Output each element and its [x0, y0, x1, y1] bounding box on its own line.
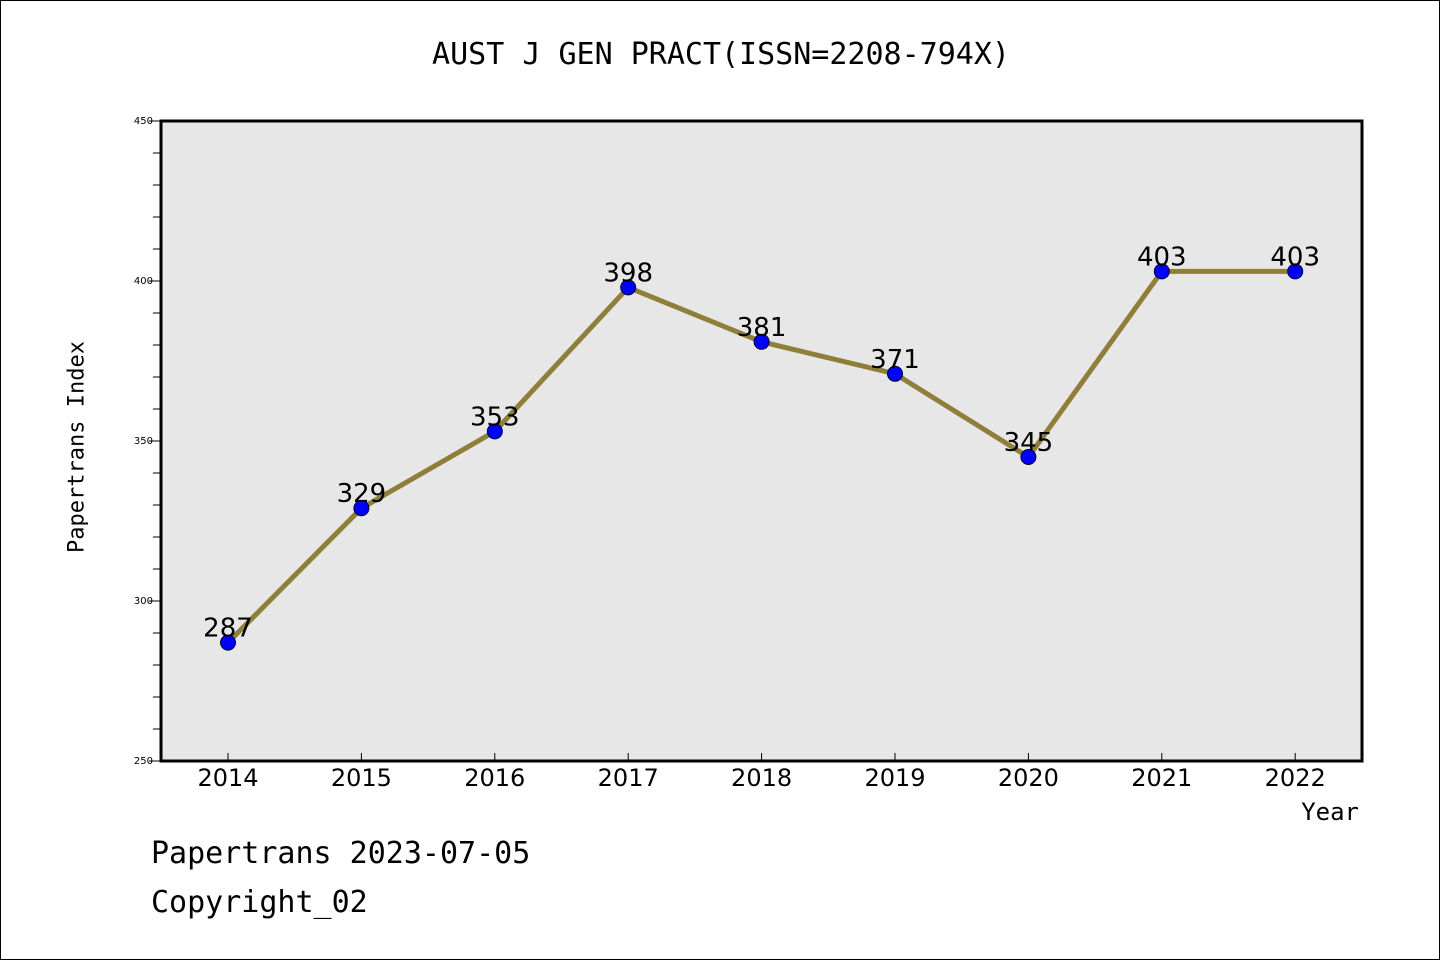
x-tick-label: 2017: [598, 764, 659, 792]
data-label: 403: [1270, 242, 1320, 272]
x-tick-label: 2019: [864, 764, 925, 792]
data-label: 353: [470, 402, 520, 432]
data-label: 329: [337, 479, 387, 509]
y-tick-label: 450: [134, 116, 153, 127]
y-tick-label: 350: [134, 436, 153, 447]
data-label: 398: [603, 258, 653, 288]
chart-title: AUST J GEN PRACT(ISSN=2208-794X): [432, 37, 1010, 72]
data-label: 287: [203, 614, 253, 644]
x-tick-label: 2015: [331, 764, 392, 792]
data-point: [220, 634, 236, 651]
data-point: [753, 333, 770, 350]
data-point: [887, 365, 903, 382]
x-tick-label: 2018: [731, 764, 792, 792]
data-point: [620, 279, 637, 296]
x-tick-label: 2016: [464, 764, 525, 792]
data-point: [1153, 263, 1170, 280]
footer-copyright: Copyright_02: [151, 885, 368, 920]
data-point: [1020, 449, 1037, 465]
data-label: 345: [1004, 428, 1054, 458]
x-tick-label: 2021: [1131, 764, 1192, 792]
footer-source: Papertrans 2023-07-05: [151, 836, 531, 871]
x-tick-label: 2020: [998, 764, 1059, 792]
x-tick-label: 2022: [1265, 764, 1326, 792]
y-tick-label: 400: [134, 276, 153, 287]
plot-area: [159, 119, 1364, 763]
x-tick-label: 2014: [197, 764, 258, 792]
y-tick-label: 300: [134, 596, 153, 607]
data-label: 403: [1137, 242, 1187, 272]
data-point: [1287, 263, 1304, 280]
x-axis-label: Year: [1301, 798, 1359, 826]
data-point: [353, 500, 370, 517]
data-label: 371: [870, 345, 920, 375]
y-tick-label: 250: [134, 756, 153, 767]
data-point: [486, 423, 503, 440]
data-label: 381: [737, 313, 787, 343]
